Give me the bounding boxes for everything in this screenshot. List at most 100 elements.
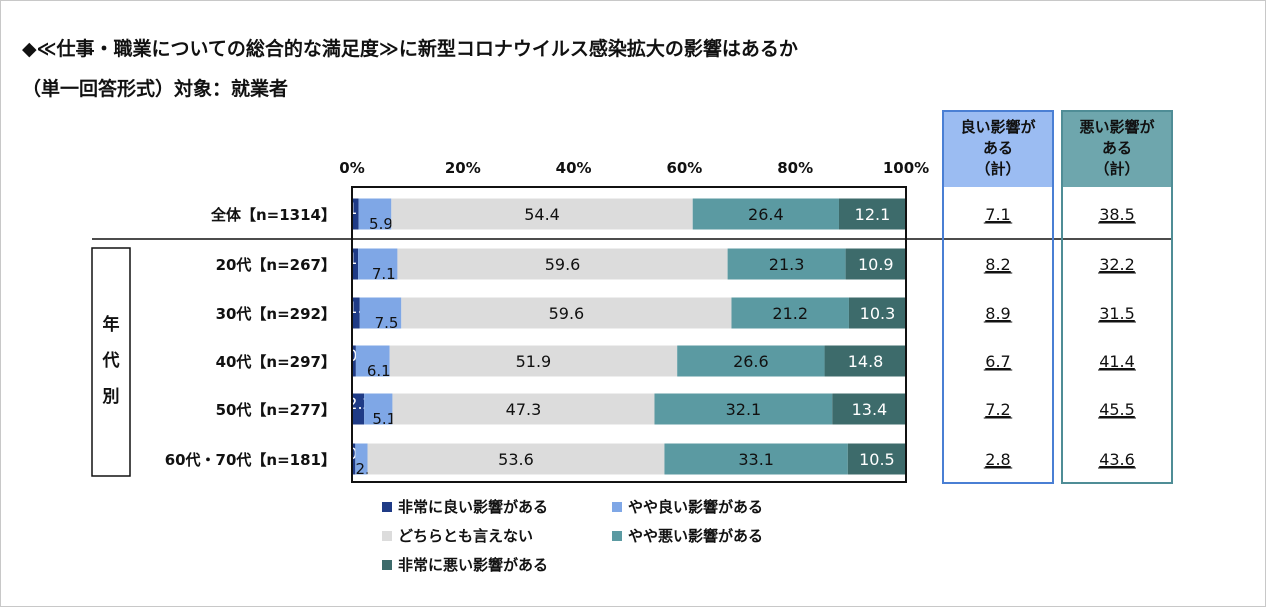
summary-header-text: ある <box>983 139 1013 157</box>
bar-segment <box>392 393 655 425</box>
data-label: 21.2 <box>772 304 808 323</box>
summary-value: 2.8 <box>985 450 1010 469</box>
data-label: 5.1 <box>372 410 396 428</box>
category-label: 60代・70代【n=181】 <box>165 451 336 469</box>
data-label: 6.1 <box>367 362 391 380</box>
summary-header-text: 悪い影響が <box>1079 118 1155 136</box>
summary-header-text: ある <box>1102 139 1132 157</box>
category-label: 30代【n=292】 <box>216 305 336 323</box>
data-label: 54.4 <box>524 205 560 224</box>
bar-segment <box>355 345 390 377</box>
summary-header-bg <box>943 111 1053 187</box>
legend-swatch <box>612 502 622 512</box>
legend-label: やや悪い影響がある <box>628 527 763 545</box>
bar-segment <box>367 443 665 475</box>
bar-segment <box>848 297 906 329</box>
legend-label: やや良い影響がある <box>628 498 763 516</box>
data-label: 12.1 <box>855 205 891 224</box>
summary-header-text: （計） <box>1094 160 1139 178</box>
bar-segment <box>664 443 848 475</box>
chart-title: ◆≪仕事・職業についての総合的な満足度≫に新型コロナウイルス感染拡大の影響はある… <box>22 38 798 60</box>
bar-segment <box>677 345 825 377</box>
bar-segment <box>352 248 359 280</box>
bar-segment <box>397 248 728 280</box>
group-label-char: 年 <box>103 314 120 335</box>
summary-value: 41.4 <box>1099 352 1135 371</box>
data-label: 53.6 <box>498 450 534 469</box>
x-tick-label: 80% <box>777 159 813 177</box>
bar-segment <box>692 198 839 230</box>
bar-segment <box>352 198 359 230</box>
bar-segment <box>845 248 906 280</box>
bar-segment <box>358 248 398 280</box>
bar-segment <box>391 198 693 230</box>
data-label: 32.1 <box>726 400 762 419</box>
data-label: 26.6 <box>733 352 769 371</box>
bar-segment <box>364 393 393 425</box>
data-label: 10.9 <box>858 255 894 274</box>
data-label: 13.4 <box>852 400 888 419</box>
bar-segment <box>352 443 356 475</box>
category-label: 20代【n=267】 <box>216 256 336 274</box>
legend-swatch <box>382 531 392 541</box>
bar-segment <box>359 297 402 329</box>
legend-swatch <box>382 502 392 512</box>
summary-value: 6.7 <box>985 352 1010 371</box>
bar-segment <box>824 345 907 377</box>
category-label: 40代【n=297】 <box>216 353 336 371</box>
summary-value: 7.2 <box>985 400 1010 419</box>
data-label: 5.9 <box>369 215 393 233</box>
summary-value: 7.1 <box>985 205 1010 224</box>
data-label: 10.3 <box>860 304 896 323</box>
group-label-char: 代 <box>102 350 120 371</box>
group-bracket <box>91 247 131 477</box>
category-label: 50代【n=277】 <box>216 401 336 419</box>
summary-header-text: （計） <box>975 160 1020 178</box>
bar-segment <box>352 345 356 377</box>
category-label: 全体【n=1314】 <box>210 206 336 224</box>
summary-column-border <box>1061 110 1173 484</box>
x-tick-label: 60% <box>666 159 702 177</box>
data-label: 59.6 <box>545 255 581 274</box>
bar-segment <box>401 297 732 329</box>
bar-segment <box>847 443 906 475</box>
data-label: 51.9 <box>516 352 552 371</box>
data-label: 7.1 <box>372 265 396 283</box>
x-tick-label: 20% <box>445 159 481 177</box>
summary-column-border <box>942 110 1054 484</box>
summary-header-bg <box>1062 111 1172 187</box>
bar-segment <box>355 443 368 475</box>
bar-segment <box>352 393 365 425</box>
summary-value: 8.9 <box>985 304 1010 323</box>
legend-label: どちらとも言えない <box>398 527 533 545</box>
plot-border <box>351 186 907 483</box>
legend-label: 非常に良い影響がある <box>398 498 548 516</box>
legend-swatch <box>612 531 622 541</box>
summary-value: 43.6 <box>1099 450 1135 469</box>
summary-header-text: 良い影響が <box>960 118 1036 136</box>
x-tick-label: 100% <box>883 159 929 177</box>
summary-value: 8.2 <box>985 255 1010 274</box>
bar-segment <box>731 297 849 329</box>
data-label: 10.5 <box>859 450 895 469</box>
summary-value: 32.2 <box>1099 255 1135 274</box>
bar-segment <box>389 345 678 377</box>
chart-subtitle: （単一回答形式）対象：就業者 <box>22 78 289 100</box>
bar-segment <box>838 198 906 230</box>
data-label: 47.3 <box>506 400 542 419</box>
data-label: 7.5 <box>375 314 399 332</box>
data-label: 26.4 <box>748 205 784 224</box>
bar-segment <box>358 198 392 230</box>
x-tick-label: 0% <box>339 159 364 177</box>
summary-value: 38.5 <box>1099 205 1135 224</box>
legend-label: 非常に悪い影響がある <box>398 556 548 574</box>
group-label-char: 別 <box>102 387 120 407</box>
bar-segment <box>352 297 360 329</box>
data-label: 59.6 <box>549 304 585 323</box>
bar-segment <box>832 393 907 425</box>
summary-value: 45.5 <box>1099 400 1135 419</box>
x-tick-label: 40% <box>556 159 592 177</box>
summary-value: 31.5 <box>1099 304 1135 323</box>
legend-swatch <box>382 560 392 570</box>
